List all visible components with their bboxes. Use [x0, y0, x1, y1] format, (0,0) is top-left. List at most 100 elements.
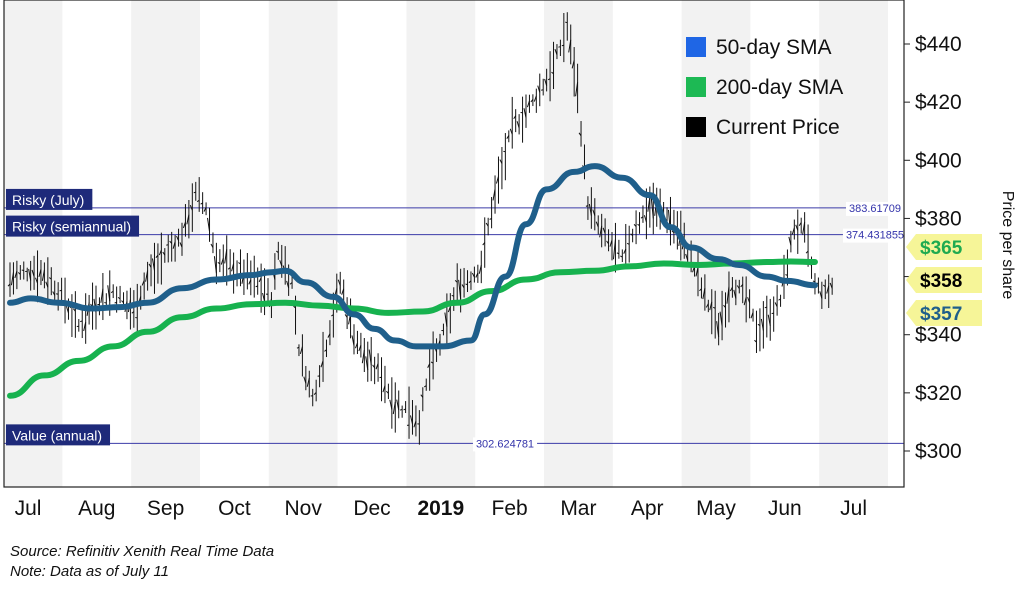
price-bar-open	[571, 60, 575, 69]
price-bar-open	[131, 311, 135, 314]
price-bar-open	[795, 224, 799, 231]
price-bar-open	[595, 221, 599, 228]
price-bar-open	[478, 265, 482, 274]
price-bar-open	[523, 108, 527, 119]
price-bar-open	[248, 279, 252, 285]
price-bar-open	[344, 314, 348, 318]
price-bar-open	[544, 78, 548, 86]
price-bar-open	[227, 267, 231, 270]
price-bar-open	[471, 272, 475, 278]
price-bar-open	[588, 203, 592, 216]
price-bar-open	[643, 215, 647, 223]
price-bar-open	[303, 376, 307, 384]
price-bar-open	[386, 390, 389, 394]
price-bar-open	[358, 345, 362, 352]
price-bar-open	[231, 263, 235, 272]
price-bar-open	[819, 291, 823, 299]
y-tick-label: $340	[915, 324, 962, 347]
price-bar-open	[158, 249, 162, 256]
value-tag-bg	[906, 234, 982, 260]
x-tick-label: Jul	[15, 497, 42, 520]
price-bar-open	[743, 297, 747, 306]
price-bar-open	[812, 280, 816, 283]
price-bar-open	[331, 314, 334, 317]
price-bar-open	[447, 306, 451, 313]
source-note: Source: Refinitiv Xenith Real Time Data	[10, 543, 275, 560]
price-bar-open	[733, 289, 737, 299]
price-bar-open	[59, 289, 62, 292]
price-bar-open	[465, 283, 468, 286]
price-bar-open	[72, 308, 76, 312]
reference-label-box	[6, 215, 140, 237]
price-bar-open	[66, 306, 69, 314]
price-bar-open	[296, 346, 300, 349]
price-bar-open	[313, 392, 317, 395]
price-bar-open	[145, 270, 149, 282]
price-bar-open	[210, 243, 214, 248]
price-bar-open	[83, 321, 87, 332]
value-tag-text: $358	[920, 271, 962, 292]
price-bar-open	[444, 312, 448, 327]
price-bar-open	[551, 71, 554, 75]
price-bar-open	[279, 260, 283, 267]
price-bar-open	[351, 335, 355, 346]
sma-lines	[7, 163, 818, 399]
price-bar-open	[791, 227, 795, 235]
price-bar-open	[28, 268, 32, 281]
price-bar-open	[220, 258, 224, 265]
price-bar-open	[299, 346, 303, 355]
x-tick-label: Aug	[78, 497, 115, 520]
price-bar-open	[286, 280, 290, 289]
legend-label: 50-day SMA	[716, 36, 832, 59]
price-bar-open	[110, 290, 114, 294]
price-bar-open	[671, 230, 675, 233]
price-bar-open	[750, 312, 754, 319]
reference-line-value: 383.61709	[849, 203, 901, 215]
reference-line-label: Risky (semiannual)	[12, 219, 131, 235]
price-bar-open	[585, 205, 589, 207]
month-band	[406, 0, 476, 487]
price-bar-open	[392, 401, 396, 415]
x-tick-label: Oct	[218, 497, 251, 520]
price-bar-open	[35, 277, 38, 284]
price-bar-open	[454, 280, 458, 283]
price-bar-open	[200, 202, 203, 205]
price-bar-open	[623, 248, 627, 254]
price-bar-open	[805, 250, 809, 254]
price-bar-open	[423, 385, 427, 388]
price-bar-open	[409, 415, 413, 425]
price-bar-open	[207, 217, 211, 232]
price-bar-open	[306, 377, 310, 387]
price-bar-open	[368, 349, 372, 366]
price-bar-open	[530, 99, 534, 103]
x-tick-label: Feb	[492, 497, 528, 520]
month-band	[819, 0, 888, 487]
legend-swatch	[686, 37, 706, 57]
price-bar-open	[10, 272, 14, 286]
month-band	[131, 0, 200, 487]
y-tick-label: $420	[915, 91, 962, 114]
month-band	[544, 0, 613, 487]
price-bar-open	[365, 356, 369, 371]
price-bar-open	[172, 241, 176, 249]
price-bar-open	[647, 196, 651, 212]
price-bar-open	[238, 262, 241, 265]
price-bar-open	[778, 298, 781, 301]
price-bar-open	[650, 197, 654, 219]
price-bar-open	[822, 284, 826, 288]
price-bar-open	[712, 306, 716, 309]
price-bar-open	[764, 306, 767, 309]
data-date-note: Note: Data as of July 11	[10, 563, 169, 580]
price-bar-open	[616, 252, 620, 255]
price-bar-open	[7, 283, 11, 287]
x-tick-label: May	[696, 497, 736, 520]
price-bar-open	[558, 46, 561, 48]
price-bar-open	[592, 209, 596, 216]
price-bar-open	[719, 311, 723, 327]
reference-line-value: 374.431855	[846, 230, 904, 242]
month-bands	[4, 0, 888, 487]
price-bar-open	[599, 225, 603, 238]
price-bar-open	[320, 360, 324, 368]
price-bar-open	[427, 363, 431, 369]
price-bar-open	[41, 269, 45, 281]
